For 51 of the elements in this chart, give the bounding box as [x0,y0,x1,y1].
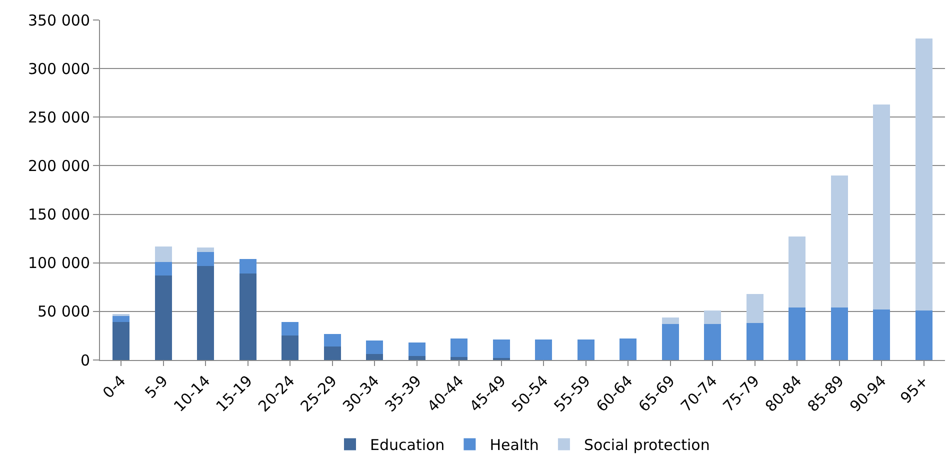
bar [915,310,932,360]
bar [662,324,679,360]
legend-label: Social protection [584,436,710,454]
y-tick-label: 50 000 [38,302,90,321]
y-tick-label: 100 000 [28,254,90,272]
y-tick-label: 250 000 [28,108,90,126]
bar [197,247,214,252]
x-tick-label: 5-9 [141,372,172,402]
bar [282,336,299,360]
y-tick-label: 0 [80,351,90,370]
bar [577,340,594,360]
bar [746,323,764,360]
x-tick-label: 95+ [896,372,932,408]
bar [366,354,384,360]
bar [788,236,806,308]
bar [112,322,130,360]
bar [239,274,256,360]
bar [492,340,510,358]
y-tick-label: 300 000 [28,60,90,78]
bar [154,262,172,276]
bar [408,356,426,360]
bar [450,338,468,358]
bar [197,252,214,266]
bar [746,294,764,324]
bar [873,104,890,310]
y-tick-label: 150 000 [28,206,90,224]
bar [704,310,722,324]
bar [620,338,637,360]
legend-label: Health [490,436,539,454]
bar [915,38,932,310]
y-tick-label: 200 000 [28,156,90,175]
bar [154,275,172,360]
legend-label: Education [370,436,445,454]
bar [662,317,679,324]
bar [450,357,468,360]
x-tick-label: 0-4 [99,372,130,402]
bar [788,308,806,360]
bar [408,342,426,356]
y-tick-label: 350 000 [28,11,90,30]
bar [197,266,214,360]
bar [830,308,848,360]
bar [366,340,384,354]
bar [535,340,552,360]
bar [324,334,341,346]
bar [324,346,341,360]
bar [239,258,256,274]
bar [704,324,722,360]
bar [282,322,299,336]
bar [830,175,848,308]
bar [873,309,890,360]
bar [154,246,172,262]
